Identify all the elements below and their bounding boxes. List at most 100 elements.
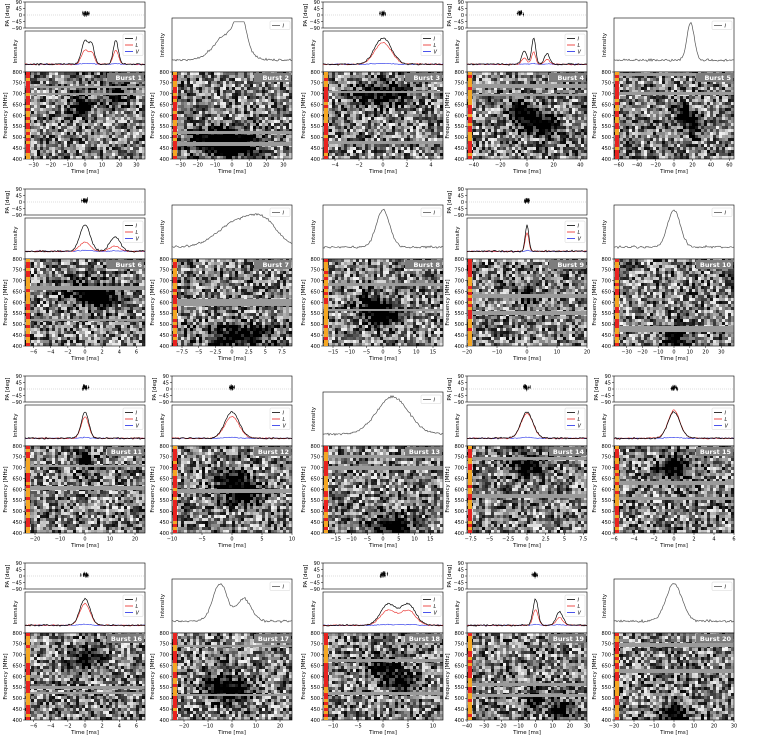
spectrum-cell [533,135,536,138]
spectrum-cell [124,102,127,105]
spectrum-cell [644,78,647,81]
spectrum-cell [497,108,500,111]
spectrum-cell [52,156,55,159]
spectrum-cell [584,105,587,108]
spectrum-cell [701,84,704,87]
spectrum-cell [536,141,539,144]
spectrum-cell [530,96,533,99]
spectrum-cell [58,111,61,114]
spectrum-cell [410,123,413,126]
flag-segment [26,108,30,111]
spectrum-cell [52,141,55,144]
spectrum-cell [509,78,512,81]
spectrum-cell [578,126,581,129]
spectrum-cell [518,81,521,84]
spectrum-cell [274,108,277,111]
spectrum-cell [527,108,530,111]
spectrum-cell [503,114,506,117]
spectrum-cell [335,129,338,132]
spectrum-cell [127,135,130,138]
spectrum-cell [202,123,205,126]
spectrum-cell [286,87,289,90]
spectrum-cell [530,135,533,138]
spectrum-cell [289,108,292,111]
spectrum-cell [536,117,539,120]
spectrum-cell [253,126,256,129]
time-tick-label: −10 [210,163,221,169]
spectrum-cell [37,114,40,117]
spectrum-cell [332,132,335,135]
spectrum-cell [503,72,506,75]
spectrum-cell [503,126,506,129]
spectrum-cell [277,96,280,99]
spectrum-cell [332,138,335,141]
spectrum-cell [524,105,527,108]
spectrum-cell [205,150,208,153]
spectrum-flagged-row [467,94,587,96]
spectrum-cell [434,114,437,117]
spectrum-cell [49,96,52,99]
spectrum-cell [250,102,253,105]
spectrum-cell [728,99,731,102]
spectrum-cell [578,144,581,147]
burst-label-text: Burst 2 [262,74,289,82]
spectrum-cell [356,129,359,132]
flag-segment [173,138,177,141]
frequency-tick-label: 450 [310,146,320,152]
spectrum-cell [289,105,292,108]
spectrum-cell [208,114,211,117]
spectrum-cell [232,126,235,129]
spectrum-cell [55,156,58,159]
spectrum-cell [232,111,235,114]
spectrum-cell [79,72,82,75]
spectrum-cell [115,105,118,108]
spectrum-cell [413,87,416,90]
spectrum-cell [112,153,115,156]
spectrum-cell [85,147,88,150]
spectrum-cell [530,75,533,78]
spectrum-cell [524,141,527,144]
spectrum-cell [386,111,389,114]
spectrum-cell [566,96,569,99]
spectrum-cell [217,78,220,81]
spectrum-cell [533,153,536,156]
spectrum-cell [256,156,259,159]
spectrum-cell [341,156,344,159]
spectrum-cell [106,108,109,111]
spectrum-cell [91,108,94,111]
spectrum-cell [37,138,40,141]
spectrum-cell [389,132,392,135]
spectrum-cell [431,87,434,90]
spectrum-cell [31,129,34,132]
spectrum-cell [55,72,58,75]
spectrum-cell [332,99,335,102]
spectrum-cell [118,147,121,150]
spectrum-cell [229,93,232,96]
pa-point [523,14,524,15]
spectrum-cell [223,120,226,123]
spectrum-cell [509,123,512,126]
spectrum-cell [392,108,395,111]
spectrum-cell [365,78,368,81]
spectrum-cell [277,114,280,117]
spectrum-cell [238,93,241,96]
spectrum-cell [262,153,265,156]
spectrum-cell [205,111,208,114]
spectrum-cell [479,144,482,147]
spectrum-cell [256,96,259,99]
spectrum-cell [335,138,338,141]
spectrum-cell [202,117,205,120]
spectrum-cell [476,132,479,135]
spectrum-cell [395,78,398,81]
spectrum-cell [395,105,398,108]
spectrum-cell [220,102,223,105]
spectrum-cell [335,114,338,117]
spectrum-cell [482,156,485,159]
spectrum-cell [536,144,539,147]
spectrum-cell [401,153,404,156]
spectrum-cell [235,147,238,150]
time-tick-label: −30 [175,163,186,169]
flag-segment [26,111,30,114]
spectrum-cell [437,147,440,150]
spectrum-cell [37,117,40,120]
